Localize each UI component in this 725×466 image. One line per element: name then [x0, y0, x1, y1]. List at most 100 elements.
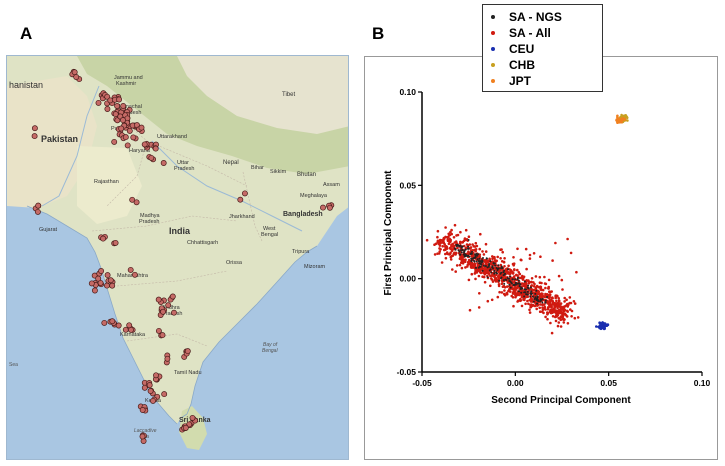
ceu-point: [604, 324, 608, 327]
sa-ngs-point: [481, 269, 484, 272]
srilanka-land: [179, 406, 207, 450]
sa-ngs-point: [476, 258, 479, 261]
sa-all-point: [467, 250, 470, 253]
y-tick-label: 0.10: [399, 87, 416, 97]
sa-all-point: [453, 223, 457, 227]
sample-pin: [237, 196, 244, 203]
sa-ngs-point: [471, 250, 473, 253]
legend-item: CEU: [491, 41, 534, 57]
sample-pin: [141, 384, 148, 391]
label-afghanistan: hanistan: [9, 80, 43, 90]
sa-all-point: [547, 278, 551, 282]
sa-all-point: [468, 261, 471, 265]
sa-ngs-point: [523, 288, 526, 291]
ceu-point: [601, 321, 604, 324]
sa-all-point: [556, 314, 560, 317]
sa-all-point: [444, 226, 447, 229]
sa-all-point: [445, 245, 449, 249]
sample-pin: [171, 309, 177, 316]
legend-label: JPT: [509, 74, 532, 88]
sa-all-point: [548, 310, 552, 314]
sa-all-point: [524, 302, 527, 306]
sa-all-point: [460, 266, 464, 270]
sample-pin: [155, 296, 162, 303]
sample-pin: [147, 388, 154, 394]
sample-pin: [95, 99, 102, 106]
sa-ngs-point: [484, 265, 487, 267]
sa-ngs-point: [507, 268, 509, 271]
sa-all-point: [472, 254, 475, 257]
label-westbengal-2: Bengal: [261, 232, 278, 238]
pca-scatter-plot: -0.05 0.00 0.05 0.10 0.10 0.05 0.00 -0.05 Secon…: [383, 87, 711, 406]
sa-all-point: [527, 302, 530, 306]
sa-all-point: [483, 280, 487, 284]
sample-pin: [122, 134, 129, 141]
sa-ngs-point: [527, 287, 530, 290]
sa-ngs-point: [485, 257, 488, 260]
sample-pin: [139, 407, 146, 413]
sa-all-point: [517, 271, 521, 274]
sample-pin: [95, 275, 102, 282]
sa-all-point: [469, 247, 472, 250]
sa-all-point: [570, 309, 574, 313]
sa-ngs-point: [509, 275, 512, 278]
sa-all-point: [520, 258, 523, 262]
label-assam: Assam: [323, 182, 340, 188]
sa-all-point: [544, 292, 547, 296]
sample-pin: [129, 196, 136, 203]
label-westbengal: West Bengal: [261, 226, 278, 238]
sa-all-point: [511, 291, 515, 294]
sa-ngs-point: [476, 254, 479, 257]
sa-all-point: [541, 308, 545, 312]
sa-all-point: [478, 247, 481, 251]
sa-all-point: [548, 300, 551, 304]
sa-ngs-point: [475, 266, 477, 269]
label-sea: Sea: [9, 362, 18, 368]
sa-all-point: [553, 306, 556, 310]
sa-all-point: [473, 245, 477, 248]
sa-all-point: [491, 257, 494, 261]
sa-ngs-point: [508, 283, 511, 286]
sample-pin: [114, 117, 121, 124]
sample-pin: [126, 322, 133, 329]
sample-pin: [34, 208, 41, 215]
sa-ngs-point: [512, 283, 515, 286]
sa-all-point: [522, 298, 525, 301]
label-jammu-2: Kashmir: [116, 81, 136, 87]
label-gujarat: Gujarat: [39, 227, 58, 233]
sa-ngs-point: [503, 282, 506, 285]
sa-all-point: [474, 271, 477, 275]
sa-all-point: [505, 292, 509, 295]
sample-pin: [114, 103, 121, 109]
sa-ngs-point: [474, 254, 477, 257]
sa-all-point: [564, 313, 568, 317]
sa-ngs-point: [475, 253, 478, 255]
sa-all-point: [474, 241, 478, 245]
sa-all-point: [508, 272, 512, 275]
sa-all-point: [520, 276, 524, 280]
legend-marker: [491, 63, 495, 67]
sa-all-point: [499, 248, 502, 251]
sa-ngs-point: [517, 279, 520, 282]
sa-all-point: [436, 235, 439, 239]
sa-all-point: [477, 306, 481, 309]
sa-all-point: [481, 250, 484, 253]
sa-all-point: [516, 274, 519, 277]
sa-ngs-point: [525, 293, 528, 296]
sa-all-point: [442, 236, 446, 240]
sample-pin: [112, 239, 119, 246]
label-uttar-2: Pradesh: [174, 166, 195, 172]
sa-all-point: [528, 298, 532, 302]
sa-all-point: [441, 241, 445, 244]
sample-pin: [109, 282, 116, 289]
sa-all-point: [551, 296, 554, 300]
sa-all-point: [474, 277, 477, 281]
sa-all-point: [523, 284, 526, 288]
sample-pin: [131, 271, 138, 278]
sa-all-point: [449, 238, 452, 242]
sa-all-point: [449, 230, 452, 234]
sa-all-point: [556, 310, 560, 313]
sa-all-point: [535, 307, 538, 311]
sa-all-point: [495, 278, 498, 281]
sa-all-point: [555, 299, 558, 303]
